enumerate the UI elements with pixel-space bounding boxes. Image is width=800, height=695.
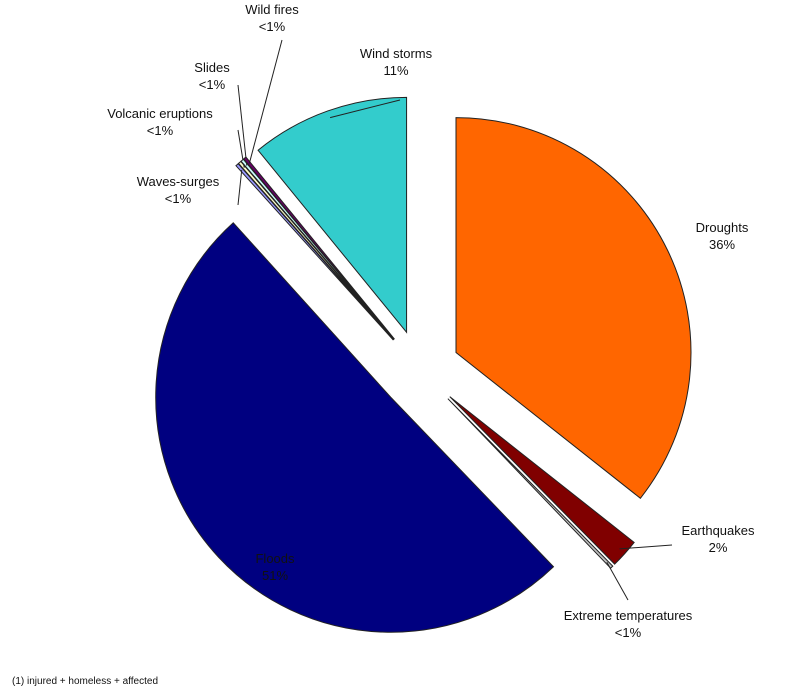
slice-label: Wind storms 11% <box>360 46 433 78</box>
slice-name: Slides <box>194 60 230 75</box>
slice-label: Earthquakes 2% <box>682 523 755 555</box>
slice-value: <1% <box>199 77 226 92</box>
leader-line <box>606 561 629 601</box>
slice-label: Floods 51% <box>255 551 295 583</box>
slice-name: Extreme temperatures <box>564 608 693 623</box>
slice-label: Volcanic eruptions <1% <box>107 106 213 138</box>
slice-value: <1% <box>165 191 192 206</box>
slice-label: Waves-surges <1% <box>137 174 220 206</box>
slice-value: <1% <box>147 123 174 138</box>
slice-name: Earthquakes <box>682 523 755 538</box>
slice-label: Extreme temperatures <1% <box>564 608 693 640</box>
slice-value: 36% <box>709 237 735 252</box>
slice-name: Waves-surges <box>137 174 220 189</box>
pie-slice <box>449 396 635 565</box>
leader-line <box>248 39 283 164</box>
pie-slice <box>257 96 408 334</box>
slice-label: Droughts 36% <box>696 220 749 252</box>
slice-name: Droughts <box>696 220 749 235</box>
slice-value: <1% <box>615 625 642 640</box>
leader-line <box>237 169 243 206</box>
slice-name: Wild fires <box>245 2 299 17</box>
slice-label: Wild fires <1% <box>245 2 299 34</box>
slice-name: Volcanic eruptions <box>107 106 213 121</box>
slice-label: Slides <1% <box>194 60 230 92</box>
slice-value: 51% <box>262 568 288 583</box>
footnote: (1) injured + homeless + affected <box>12 676 158 687</box>
slice-value: <1% <box>259 19 286 34</box>
pie-slice <box>455 117 692 499</box>
slice-name: Floods <box>255 551 295 566</box>
leader-line <box>329 99 401 119</box>
pie-slice <box>155 222 555 633</box>
slice-value: 11% <box>383 63 408 78</box>
leader-line <box>619 544 673 550</box>
slice-name: Wind storms <box>360 46 433 61</box>
pie-slice <box>243 156 395 340</box>
leader-line <box>237 84 248 166</box>
slice-value: 2% <box>709 540 728 555</box>
